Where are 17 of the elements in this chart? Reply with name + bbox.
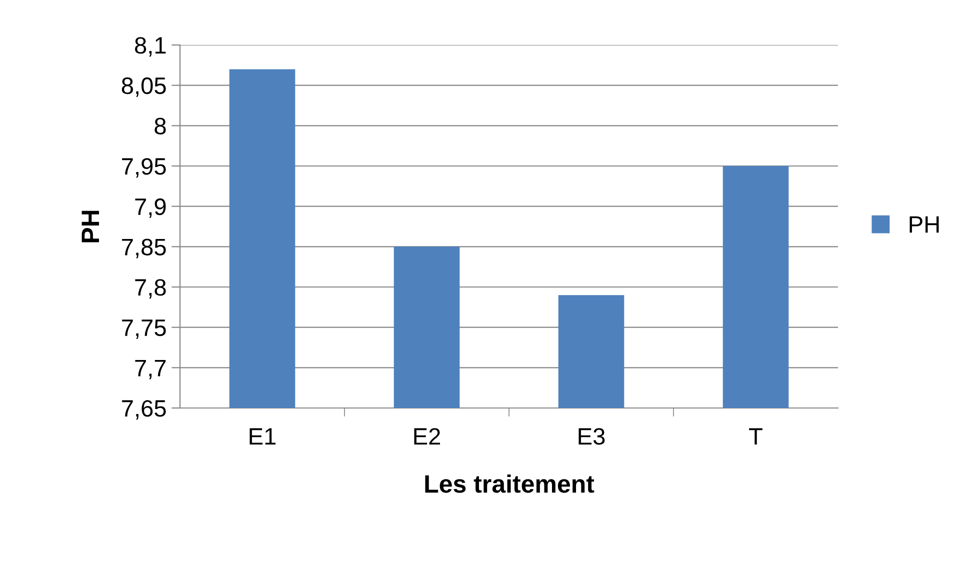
x-tick-label: T	[749, 428, 762, 445]
y-tick-label: 7,75	[122, 320, 166, 339]
y-tick-label: 7,85	[122, 238, 166, 258]
legend-label: PH	[910, 216, 939, 233]
y-tick-label: 7,8	[135, 279, 166, 299]
y-tick-label: 8	[154, 118, 166, 134]
x-tick-label: E3	[578, 428, 605, 445]
y-tick-label: 7,9	[135, 198, 166, 218]
y-tick-label: 7,7	[135, 360, 166, 380]
y-tick-label: 8,1	[135, 37, 166, 57]
y-axis-title: PH	[82, 210, 99, 242]
x-tick-label: E2	[414, 428, 440, 445]
y-tick-label: 8,05	[122, 77, 166, 97]
y-tick-label: 7,95	[122, 158, 166, 178]
x-axis-title: Les traitement	[425, 474, 594, 493]
x-tick-label: E1	[250, 428, 276, 445]
y-tick-label: 7,65	[122, 400, 166, 420]
